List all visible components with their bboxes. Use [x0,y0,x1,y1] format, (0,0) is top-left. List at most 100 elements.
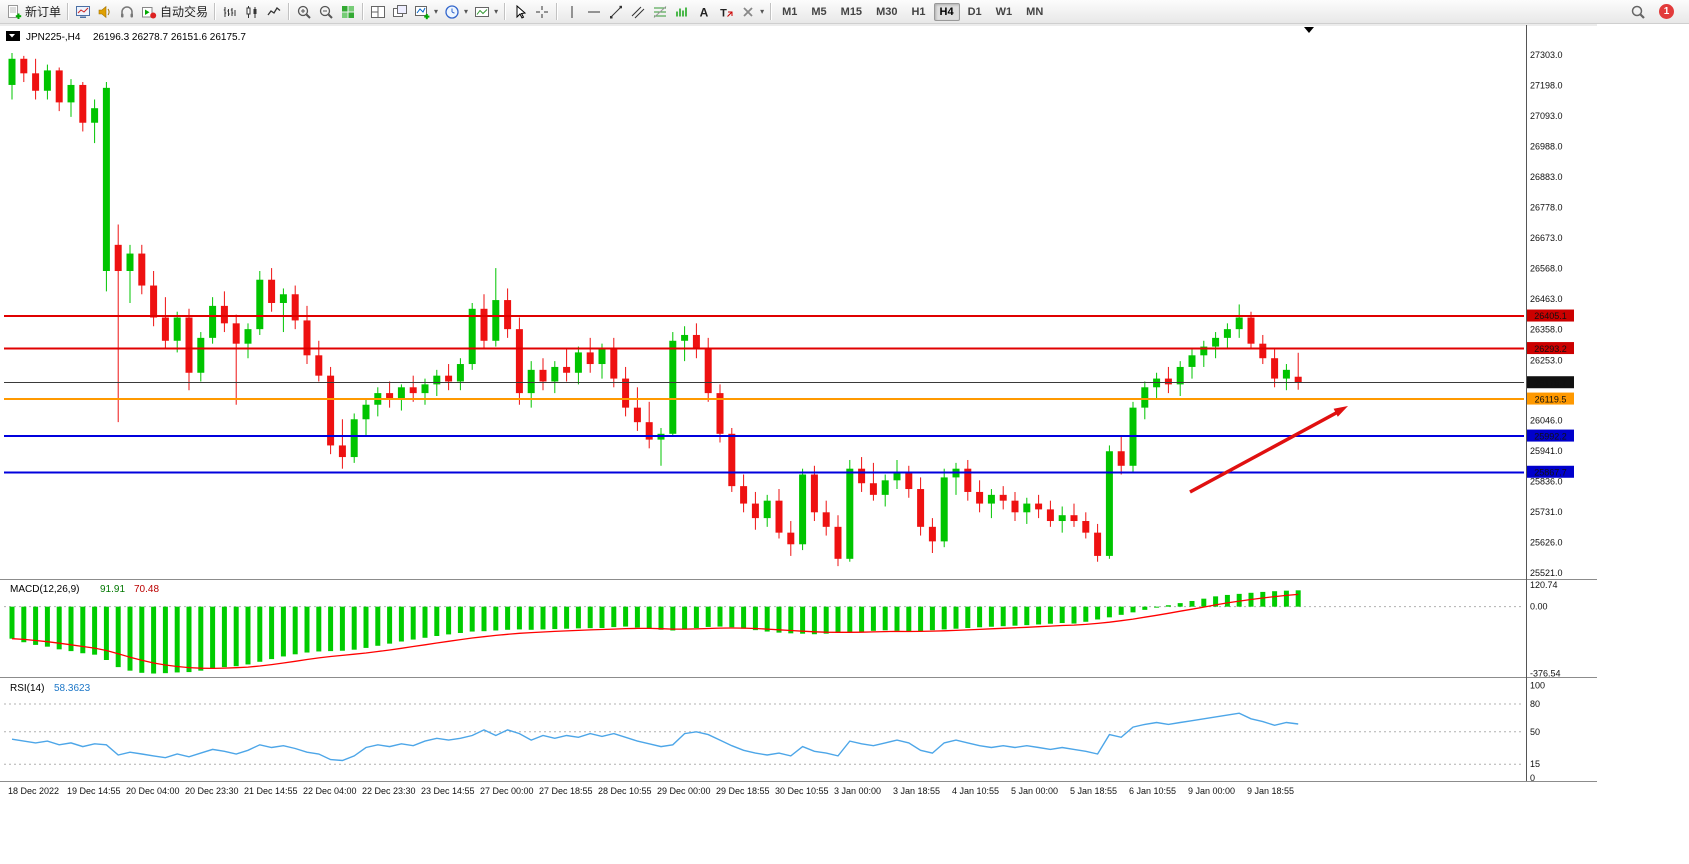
candle-body [1271,358,1279,379]
search-button[interactable] [1627,0,1649,23]
candle-body [150,285,158,318]
crosshair-button[interactable] [531,0,553,23]
bar-chart-button[interactable] [219,0,241,23]
candle-body [987,494,995,504]
text-button[interactable]: A [693,0,715,23]
timeframe-mn[interactable]: MN [1026,5,1044,18]
rsi-axis-label: 50 [1530,727,1540,737]
notification-badge[interactable]: 1 [1659,4,1674,19]
vertical-line-button[interactable] [561,0,583,23]
price-axis-label: 25836.0 [1530,476,1563,486]
rsi-axis-label: 15 [1530,759,1540,769]
horizontal-line-button[interactable] [583,0,605,23]
candle-body [480,308,488,341]
trend-arrow-head[interactable] [1333,406,1348,417]
time-axis-label: 28 Dec 10:55 [598,786,652,796]
candle-body [740,486,748,504]
chart-template-button[interactable]: ▾ [471,0,501,23]
price-tag [1527,429,1574,442]
candle-body [704,349,712,394]
macd-bar [387,606,393,644]
price-tag [1527,465,1574,478]
candle-body [1235,317,1243,330]
toolbar-separator [67,3,70,20]
annotations[interactable] [1189,27,1348,494]
timeframe-h1[interactable]: H1 [911,5,926,18]
time-axis-label: 21 Dec 14:55 [244,786,298,796]
macd-bar [328,606,334,652]
cascade-windows-button[interactable] [389,0,411,23]
candle-body [622,378,630,408]
macd-bar [1083,606,1089,622]
macd-bar [257,606,263,662]
candle-body [138,253,146,286]
macd-bar [1012,606,1018,626]
market-depth-button[interactable] [116,0,138,23]
price-axis-label: 26046.0 [1530,415,1563,425]
time-axis-label: 6 Jan 10:55 [1129,786,1176,796]
macd-bar [339,606,345,651]
candlestick-chart-button[interactable] [241,0,263,23]
chart-frame [0,24,1597,782]
auto-trading-button[interactable]: 自动交易 [138,0,211,23]
dropdown-arrow-icon[interactable]: ▾ [494,7,499,16]
timeframe-m30[interactable]: M30 [876,5,898,18]
text-label-button[interactable]: T [715,0,737,23]
candle-body [468,308,476,365]
candle-body [421,384,429,394]
toolbar-separator [556,3,559,20]
toolbar-separator [214,3,217,20]
waves-icon [674,4,690,20]
dropdown-arrow-icon[interactable]: ▾ [760,7,765,16]
zoom-out-icon [318,4,334,20]
macd-bar [1213,596,1219,607]
zoom-out-button[interactable] [315,0,337,23]
dropdown-arrow-icon[interactable]: ▾ [434,7,439,16]
candle-body [445,375,453,382]
trend-arrow[interactable] [1189,410,1338,494]
timeframe-d1[interactable]: D1 [967,5,982,18]
zoom-in-button[interactable] [293,0,315,23]
channel-button[interactable] [627,0,649,23]
sounds-button[interactable] [94,0,116,23]
new-chart-button[interactable]: ▾ [411,0,441,23]
fibonacci-button[interactable] [649,0,671,23]
macd-bar [1154,606,1160,608]
charts-window-button[interactable] [72,0,94,23]
candle-body [102,87,110,272]
candle-body [1035,503,1043,510]
cursor-button[interactable] [509,0,531,23]
tline-icon [608,4,624,20]
timeframe-h4[interactable]: H4 [933,2,960,21]
macd-bar [92,606,98,655]
macd-bar [410,606,416,640]
candle-body [409,387,417,394]
timeframe-m15[interactable]: M15 [840,5,863,18]
tile-icon [370,4,386,20]
macd-bar [564,606,570,629]
timeframe-m1[interactable]: M1 [782,5,798,18]
price-axis-label: 27093.0 [1530,111,1563,121]
chart-window[interactable]: 26405.1 26293.2 26175.7 26119.5 25992.2 25867… [0,24,1689,864]
candle-body [775,500,783,533]
macd-axis-label: 120.74 [1530,580,1558,590]
indicator-bars-button[interactable] [671,0,693,23]
period-clock-button[interactable]: ▾ [441,0,471,23]
trendline-button[interactable] [605,0,627,23]
macd-bar [953,606,959,629]
line-chart-button[interactable] [263,0,285,23]
macd-bar [717,606,723,627]
delete-objects-button[interactable]: ▾ [737,0,767,23]
dropdown-arrow-icon[interactable]: ▾ [464,7,469,16]
new-order-button[interactable]: 新订单 [3,0,64,23]
macd-bar [434,606,440,636]
timeframe-m5[interactable]: M5 [811,5,827,18]
autotrade-icon [141,4,157,20]
timeframe-w1[interactable]: W1 [995,5,1013,18]
level-lines[interactable] [4,315,1524,474]
tile-windows-button[interactable] [337,0,359,23]
time-axis-label: 3 Jan 18:55 [893,786,940,796]
chart-shift-marker[interactable] [1304,27,1314,33]
search-icon [1630,4,1646,20]
new-window-button[interactable] [367,0,389,23]
